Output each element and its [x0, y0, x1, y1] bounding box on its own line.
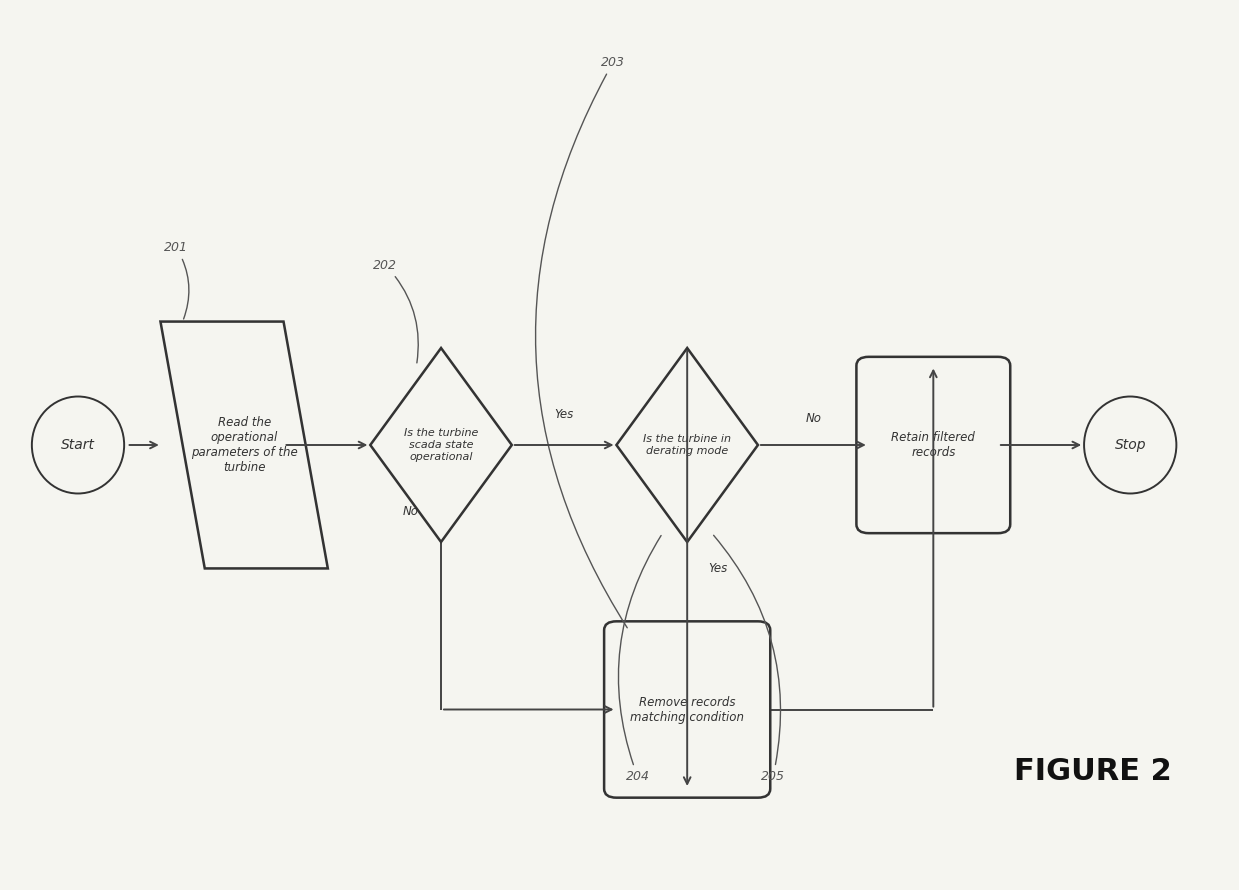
Ellipse shape — [32, 397, 124, 493]
Text: Stop: Stop — [1114, 438, 1146, 452]
Text: Retain filtered
records: Retain filtered records — [891, 431, 975, 459]
FancyBboxPatch shape — [605, 621, 771, 797]
Text: Is the turbine
scada state
operational: Is the turbine scada state operational — [404, 428, 478, 462]
Polygon shape — [617, 348, 758, 542]
Text: FIGURE 2: FIGURE 2 — [1015, 756, 1172, 786]
Text: No: No — [805, 412, 821, 425]
Text: Is the turbine in
derating mode: Is the turbine in derating mode — [643, 434, 731, 456]
FancyBboxPatch shape — [856, 357, 1010, 533]
Text: Yes: Yes — [555, 408, 574, 421]
Text: Start: Start — [61, 438, 95, 452]
Text: Yes: Yes — [709, 562, 727, 575]
Text: 203: 203 — [535, 56, 627, 627]
Text: 205: 205 — [714, 535, 786, 783]
Ellipse shape — [1084, 397, 1176, 493]
Text: 202: 202 — [373, 259, 419, 363]
Polygon shape — [161, 321, 328, 569]
Polygon shape — [370, 348, 512, 542]
Text: Remove records
matching condition: Remove records matching condition — [631, 695, 745, 724]
Text: 201: 201 — [164, 241, 188, 319]
Text: 204: 204 — [618, 536, 662, 783]
Text: No: No — [403, 505, 419, 518]
Text: Read the
operational
parameters of the
turbine: Read the operational parameters of the t… — [191, 416, 297, 474]
